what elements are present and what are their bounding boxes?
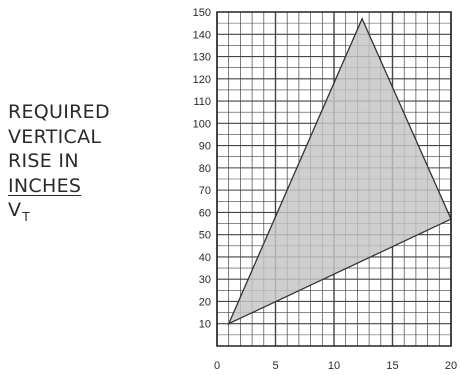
y-tick-label: 90 <box>199 141 211 153</box>
x-tick-label: 15 <box>386 360 398 372</box>
y-tick-label: 100 <box>193 118 211 130</box>
y-axis-label-line-3: RISE IN <box>8 150 79 172</box>
y-tick-labels: 10 20 30 40 50 60 70 80 90 100 110 120 130 140 150 <box>193 7 211 331</box>
x-tick-label: 10 <box>328 360 340 372</box>
y-tick-label: 30 <box>199 274 211 286</box>
y-tick-label: 150 <box>193 7 211 19</box>
y-tick-label: 120 <box>193 74 211 86</box>
y-axis-label-line-1: REQUIRED <box>8 101 110 123</box>
x-tick-label: 20 <box>445 360 457 372</box>
y-axis-symbol: VT <box>8 198 110 230</box>
y-tick-label: 10 <box>199 319 211 331</box>
y-tick-label: 50 <box>199 230 211 242</box>
x-tick-label: 5 <box>272 360 278 372</box>
y-axis-symbol-subscript: T <box>22 210 30 224</box>
y-tick-label: 110 <box>193 96 211 108</box>
y-axis-symbol-letter: V <box>8 199 22 221</box>
x-tick-labels: 0 5 10 15 20 <box>214 360 457 372</box>
y-axis-label-line-4: INCHES <box>8 174 82 197</box>
y-tick-label: 70 <box>199 185 211 197</box>
y-tick-label: 60 <box>199 207 211 219</box>
plot-frame <box>216 11 452 347</box>
y-tick-label: 20 <box>199 296 211 308</box>
y-axis-label-line-2: VERTICAL <box>8 125 102 148</box>
x-tick-label: 0 <box>214 360 220 372</box>
feasible-region-polygon <box>227 17 452 326</box>
y-tick-label: 40 <box>199 252 211 264</box>
y-tick-label: 130 <box>193 52 211 64</box>
y-tick-label: 80 <box>199 163 211 175</box>
y-tick-label: 140 <box>193 29 211 41</box>
y-axis-label: REQUIRED VERTICAL RISE IN INCHES VT <box>8 100 110 230</box>
